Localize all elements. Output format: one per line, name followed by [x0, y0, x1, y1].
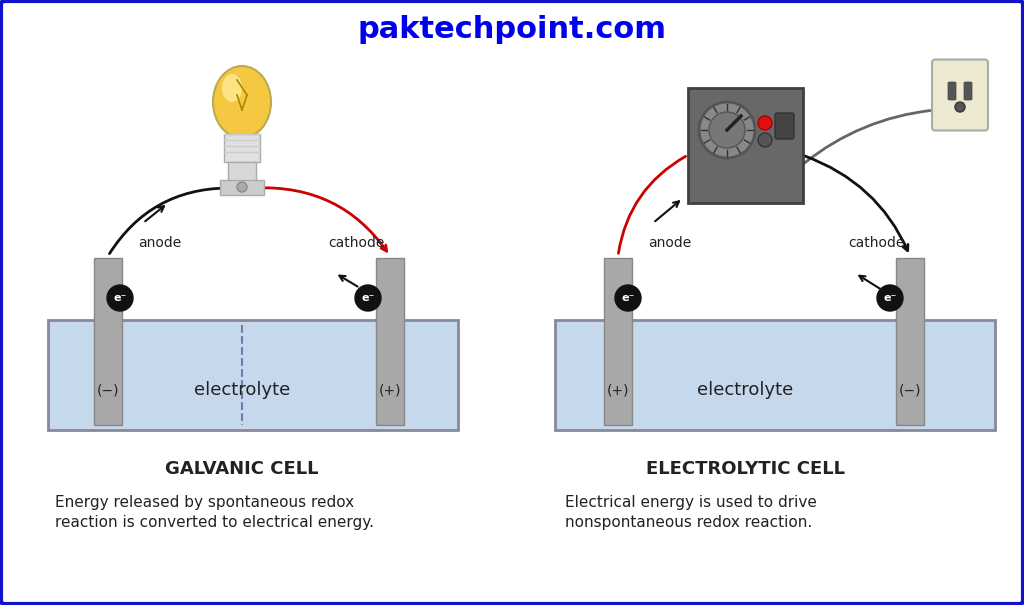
Text: ELECTROLYTIC CELL: ELECTROLYTIC CELL	[645, 460, 845, 478]
FancyBboxPatch shape	[896, 258, 924, 425]
FancyBboxPatch shape	[555, 320, 995, 430]
Circle shape	[615, 285, 641, 311]
Text: e⁻: e⁻	[622, 293, 635, 303]
Text: GALVANIC CELL: GALVANIC CELL	[165, 460, 318, 478]
Text: (−): (−)	[96, 383, 119, 397]
Circle shape	[355, 285, 381, 311]
Text: cathode: cathode	[849, 236, 905, 250]
Text: electrolyte: electrolyte	[697, 381, 794, 399]
Text: nonspontaneous redox reaction.: nonspontaneous redox reaction.	[565, 515, 812, 530]
Circle shape	[955, 102, 965, 112]
Circle shape	[237, 182, 247, 192]
Circle shape	[877, 285, 903, 311]
Text: e⁻: e⁻	[114, 293, 127, 303]
Ellipse shape	[222, 74, 242, 102]
Circle shape	[709, 112, 745, 148]
FancyBboxPatch shape	[775, 113, 794, 139]
Text: Energy released by spontaneous redox: Energy released by spontaneous redox	[55, 495, 354, 510]
Text: anode: anode	[138, 236, 181, 250]
Circle shape	[699, 102, 755, 158]
FancyBboxPatch shape	[687, 88, 803, 203]
Text: (+): (+)	[607, 383, 630, 397]
Text: anode: anode	[648, 236, 691, 250]
FancyBboxPatch shape	[224, 134, 260, 162]
FancyBboxPatch shape	[48, 320, 458, 430]
Text: paktechpoint.com: paktechpoint.com	[357, 16, 667, 45]
Text: (+): (+)	[379, 383, 401, 397]
Text: electrolyte: electrolyte	[194, 381, 290, 399]
FancyBboxPatch shape	[94, 258, 122, 425]
Circle shape	[106, 285, 133, 311]
Text: e⁻: e⁻	[361, 293, 375, 303]
Ellipse shape	[213, 66, 271, 138]
FancyBboxPatch shape	[376, 258, 404, 425]
Text: (−): (−)	[899, 383, 922, 397]
Text: Electrical energy is used to drive: Electrical energy is used to drive	[565, 495, 817, 510]
FancyBboxPatch shape	[948, 82, 956, 100]
Text: reaction is converted to electrical energy.: reaction is converted to electrical ener…	[55, 515, 374, 530]
FancyBboxPatch shape	[228, 162, 256, 182]
FancyBboxPatch shape	[932, 59, 988, 131]
Text: e⁻: e⁻	[884, 293, 897, 303]
FancyBboxPatch shape	[964, 82, 972, 100]
Circle shape	[758, 133, 772, 147]
FancyBboxPatch shape	[220, 180, 264, 195]
Circle shape	[758, 116, 772, 130]
FancyBboxPatch shape	[604, 258, 632, 425]
Text: cathode: cathode	[329, 236, 385, 250]
